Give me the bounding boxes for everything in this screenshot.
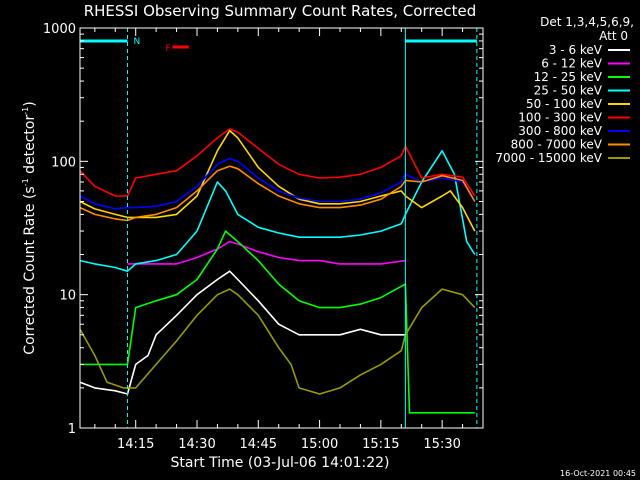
y-axis-label: Corrected Count Rate (s-1 detector-1) (21, 101, 38, 354)
y-tick-label-0: 1 (68, 422, 76, 437)
y-axis-label-sup1: -1 (21, 178, 30, 186)
legend-label-5: 100 - 300 keV (518, 111, 602, 125)
legend-header-line-1: Det 1,3,4,5,6,9, (540, 15, 634, 29)
series-line-1 (127, 240, 406, 265)
x-axis: 14:15 14:30 14:45 15:00 15:15 15:30 (94, 28, 484, 452)
legend-label-7: 800 - 7000 keV (511, 138, 603, 152)
series-line-8 (79, 288, 476, 395)
legend-label-0: 3 - 6 keV (549, 43, 603, 57)
legend-label-8: 7000 - 15000 keV (495, 151, 602, 165)
x-tick-label-0: 14:15 (117, 437, 154, 452)
series-line-3 (79, 150, 476, 273)
timestamp: 16-Oct-2021 00:45 (560, 469, 636, 478)
legend-label-6: 300 - 800 keV (518, 124, 602, 138)
series-line-7 (79, 165, 476, 222)
x-tick-label-4: 15:15 (362, 437, 399, 452)
y-axis-label-main: Corrected Count Rate (s (22, 186, 38, 354)
x-tick-label-1: 14:30 (178, 437, 215, 452)
chart-title: RHESSI Observing Summary Count Rates, Co… (84, 2, 477, 20)
series-line-2 (80, 230, 475, 414)
flag-label-N: N (134, 37, 141, 47)
legend-label-1: 6 - 12 keV (541, 57, 603, 71)
flag-layer: NF (80, 37, 477, 54)
plot-frame (79, 27, 484, 429)
x-tick-label-3: 15:00 (301, 437, 338, 452)
series-line-5 (79, 128, 476, 197)
legend-label-3: 25 - 50 keV (534, 84, 603, 98)
x-axis-label: Start Time (03-Jul-06 14:01:22) (170, 455, 389, 471)
y-axis: 1 10 100 1000 (43, 22, 483, 437)
marker-layer (127, 28, 478, 428)
series-layer (79, 128, 476, 414)
legend-header-line-2: Att 0 (599, 29, 628, 43)
y-axis-label-end: ) (22, 101, 38, 106)
legend-label-4: 50 - 100 keV (526, 97, 603, 111)
y-tick-label-2: 100 (51, 155, 76, 170)
y-axis-label-sup2: -1 (21, 107, 30, 115)
series-line-6 (79, 157, 476, 210)
x-tick-label-2: 14:45 (240, 437, 277, 452)
series-line-0 (79, 270, 406, 395)
x-tick-label-5: 15:30 (423, 437, 460, 452)
y-tick-label-3: 1000 (43, 22, 76, 37)
legend-label-2: 12 - 25 keV (534, 70, 603, 84)
flag-label-F: F (165, 44, 170, 54)
y-tick-label-1: 10 (59, 289, 76, 304)
y-axis-label-mid: detector (22, 115, 38, 179)
